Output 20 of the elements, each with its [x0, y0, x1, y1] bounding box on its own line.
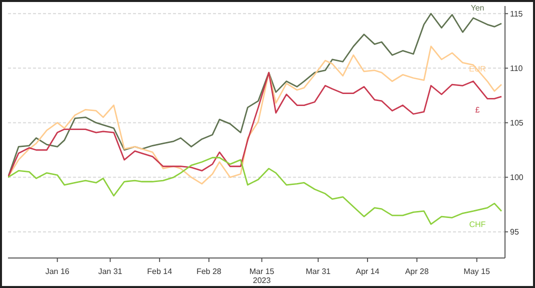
- line-series: [8, 72, 502, 178]
- series-label: CHF: [469, 220, 486, 230]
- y-tick-label: 115: [510, 9, 524, 18]
- x-tick-label: Apr 14: [356, 267, 380, 276]
- series-label: Yen: [470, 3, 484, 12]
- y-tick-label: 95: [510, 228, 520, 237]
- x-tick-label: Feb 14: [147, 267, 173, 276]
- x-tick-label: May 15: [464, 267, 490, 276]
- x-tick-label: Mar 31: [306, 267, 332, 276]
- line-series: [8, 46, 502, 185]
- x-tick-label: Mar 15 2023: [249, 267, 275, 285]
- x-tick-label: Apr 28: [405, 267, 430, 276]
- y-tick-label: 110: [510, 64, 524, 74]
- x-tick-label: Jan 31: [98, 267, 123, 276]
- line-series: [8, 12, 502, 178]
- x-tick-label: Jan 16: [45, 267, 70, 276]
- y-tick-label: 100: [510, 173, 524, 182]
- y-tick-label: 105: [510, 118, 524, 128]
- x-tick-label: Feb 28: [196, 267, 222, 276]
- series-label: £: [475, 106, 480, 115]
